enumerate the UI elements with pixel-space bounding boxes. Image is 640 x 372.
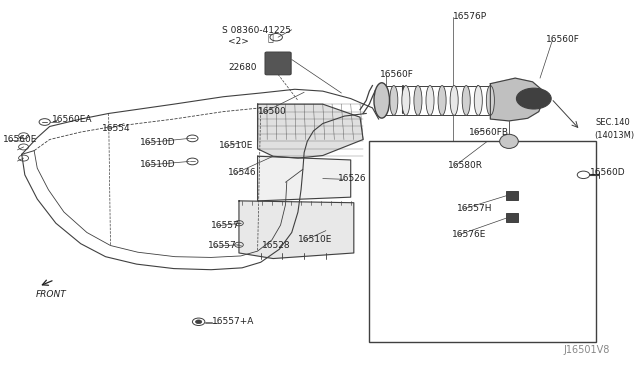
Text: 16510D: 16510D <box>140 138 175 147</box>
Text: 16560FB: 16560FB <box>468 128 509 137</box>
Text: 16580R: 16580R <box>448 161 483 170</box>
Text: 16546: 16546 <box>228 169 257 177</box>
Ellipse shape <box>390 86 398 115</box>
Text: 16554: 16554 <box>102 124 131 133</box>
Text: J16501V8: J16501V8 <box>563 345 609 355</box>
Circle shape <box>524 93 544 105</box>
Bar <box>506 213 518 222</box>
Text: 16576E: 16576E <box>452 230 486 239</box>
Ellipse shape <box>500 134 518 148</box>
Text: 16560EA: 16560EA <box>51 115 92 124</box>
Text: (14013M): (14013M) <box>595 131 635 140</box>
Text: 16557+A: 16557+A <box>212 317 255 326</box>
Ellipse shape <box>438 86 446 115</box>
FancyBboxPatch shape <box>265 52 291 75</box>
Bar <box>369 141 596 342</box>
Text: FRONT: FRONT <box>36 290 67 299</box>
Ellipse shape <box>402 86 410 115</box>
Text: 16560E: 16560E <box>3 135 38 144</box>
Ellipse shape <box>374 83 390 118</box>
Ellipse shape <box>426 86 434 115</box>
Text: 16510D: 16510D <box>140 160 175 169</box>
Bar <box>506 191 518 200</box>
Text: 16557H: 16557H <box>457 204 492 213</box>
Ellipse shape <box>450 86 458 115</box>
Text: 16560F: 16560F <box>380 70 413 79</box>
Text: 16576P: 16576P <box>453 12 487 21</box>
Text: 16528: 16528 <box>262 241 291 250</box>
Text: Ⓢ: Ⓢ <box>268 32 273 42</box>
Polygon shape <box>257 104 363 158</box>
Text: <2>: <2> <box>228 37 250 46</box>
Text: 16557: 16557 <box>211 221 240 230</box>
Ellipse shape <box>486 86 494 115</box>
Polygon shape <box>239 201 354 259</box>
Text: SEC.140: SEC.140 <box>596 118 630 127</box>
Circle shape <box>196 320 202 324</box>
Text: 16510E: 16510E <box>298 235 332 244</box>
Ellipse shape <box>462 86 470 115</box>
Text: S 08360-41225: S 08360-41225 <box>222 26 291 35</box>
Ellipse shape <box>414 86 422 115</box>
Polygon shape <box>257 156 351 201</box>
Text: 16560D: 16560D <box>589 169 625 177</box>
Ellipse shape <box>474 86 483 115</box>
Text: 22680: 22680 <box>228 63 257 72</box>
Text: 16526: 16526 <box>339 174 367 183</box>
Ellipse shape <box>378 86 386 115</box>
Text: 16500: 16500 <box>257 107 286 116</box>
Text: 16560F: 16560F <box>546 35 580 44</box>
Polygon shape <box>490 78 543 121</box>
Circle shape <box>516 88 551 109</box>
Text: 16557: 16557 <box>208 241 237 250</box>
Text: 16510E: 16510E <box>218 141 253 150</box>
